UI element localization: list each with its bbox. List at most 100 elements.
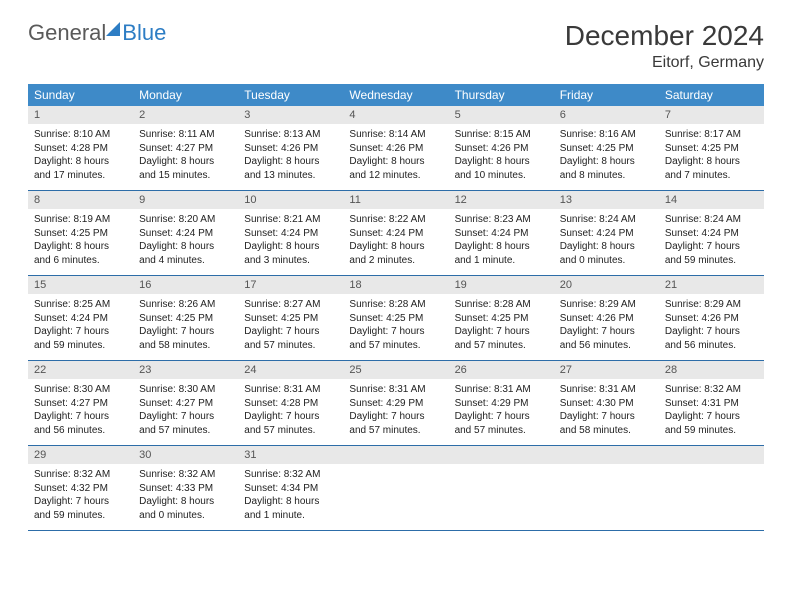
- sunrise-line: Sunrise: 8:10 AM: [34, 128, 127, 142]
- sunset-line: Sunset: 4:31 PM: [665, 397, 758, 411]
- day-content: Sunrise: 8:28 AMSunset: 4:25 PMDaylight:…: [449, 294, 554, 360]
- sunrise-line: Sunrise: 8:25 AM: [34, 298, 127, 312]
- day-cell: 22Sunrise: 8:30 AMSunset: 4:27 PMDayligh…: [28, 361, 133, 445]
- day-content: Sunrise: 8:26 AMSunset: 4:25 PMDaylight:…: [133, 294, 238, 360]
- sunrise-line: Sunrise: 8:16 AM: [560, 128, 653, 142]
- day-content: Sunrise: 8:14 AMSunset: 4:26 PMDaylight:…: [343, 124, 448, 190]
- sunset-line: Sunset: 4:27 PM: [34, 397, 127, 411]
- day-content: Sunrise: 8:24 AMSunset: 4:24 PMDaylight:…: [659, 209, 764, 275]
- day-number: 20: [554, 276, 659, 294]
- sunset-line: Sunset: 4:26 PM: [244, 142, 337, 156]
- sunset-line: Sunset: 4:29 PM: [455, 397, 548, 411]
- calendar: SundayMondayTuesdayWednesdayThursdayFrid…: [28, 84, 764, 531]
- day-cell: 30Sunrise: 8:32 AMSunset: 4:33 PMDayligh…: [133, 446, 238, 530]
- sunrise-line: Sunrise: 8:22 AM: [349, 213, 442, 227]
- day-cell: 8Sunrise: 8:19 AMSunset: 4:25 PMDaylight…: [28, 191, 133, 275]
- day-content: Sunrise: 8:29 AMSunset: 4:26 PMDaylight:…: [554, 294, 659, 360]
- daylight-line: Daylight: 7 hours and 58 minutes.: [560, 410, 653, 437]
- sunset-line: Sunset: 4:25 PM: [139, 312, 232, 326]
- logo-triangle-icon: [106, 22, 120, 36]
- sunset-line: Sunset: 4:24 PM: [244, 227, 337, 241]
- day-content: Sunrise: 8:31 AMSunset: 4:30 PMDaylight:…: [554, 379, 659, 445]
- daylight-line: Daylight: 7 hours and 56 minutes.: [34, 410, 127, 437]
- sunrise-line: Sunrise: 8:30 AM: [34, 383, 127, 397]
- day-content: Sunrise: 8:32 AMSunset: 4:33 PMDaylight:…: [133, 464, 238, 530]
- sunset-line: Sunset: 4:25 PM: [455, 312, 548, 326]
- daylight-line: Daylight: 8 hours and 13 minutes.: [244, 155, 337, 182]
- sunrise-line: Sunrise: 8:20 AM: [139, 213, 232, 227]
- day-content: Sunrise: 8:32 AMSunset: 4:31 PMDaylight:…: [659, 379, 764, 445]
- day-content: Sunrise: 8:31 AMSunset: 4:28 PMDaylight:…: [238, 379, 343, 445]
- daylight-line: Daylight: 8 hours and 10 minutes.: [455, 155, 548, 182]
- day-number: 6: [554, 106, 659, 124]
- daylight-line: Daylight: 7 hours and 57 minutes.: [349, 325, 442, 352]
- day-number: 13: [554, 191, 659, 209]
- day-number: 29: [28, 446, 133, 464]
- day-content: Sunrise: 8:13 AMSunset: 4:26 PMDaylight:…: [238, 124, 343, 190]
- weekday-header-row: SundayMondayTuesdayWednesdayThursdayFrid…: [28, 84, 764, 106]
- day-number: .: [449, 446, 554, 464]
- day-cell: 11Sunrise: 8:22 AMSunset: 4:24 PMDayligh…: [343, 191, 448, 275]
- day-content: Sunrise: 8:10 AMSunset: 4:28 PMDaylight:…: [28, 124, 133, 190]
- day-content: Sunrise: 8:20 AMSunset: 4:24 PMDaylight:…: [133, 209, 238, 275]
- day-cell: 25Sunrise: 8:31 AMSunset: 4:29 PMDayligh…: [343, 361, 448, 445]
- day-content: Sunrise: 8:17 AMSunset: 4:25 PMDaylight:…: [659, 124, 764, 190]
- week-row: 22Sunrise: 8:30 AMSunset: 4:27 PMDayligh…: [28, 361, 764, 446]
- day-content: Sunrise: 8:25 AMSunset: 4:24 PMDaylight:…: [28, 294, 133, 360]
- day-cell: 31Sunrise: 8:32 AMSunset: 4:34 PMDayligh…: [238, 446, 343, 530]
- day-cell: 1Sunrise: 8:10 AMSunset: 4:28 PMDaylight…: [28, 106, 133, 190]
- day-number: 14: [659, 191, 764, 209]
- sunrise-line: Sunrise: 8:30 AM: [139, 383, 232, 397]
- daylight-line: Daylight: 7 hours and 59 minutes.: [665, 240, 758, 267]
- sunrise-line: Sunrise: 8:31 AM: [349, 383, 442, 397]
- day-cell: 12Sunrise: 8:23 AMSunset: 4:24 PMDayligh…: [449, 191, 554, 275]
- day-number: 11: [343, 191, 448, 209]
- sunset-line: Sunset: 4:26 PM: [665, 312, 758, 326]
- title-block: December 2024 Eitorf, Germany: [565, 20, 764, 72]
- day-number: 31: [238, 446, 343, 464]
- day-cell: 27Sunrise: 8:31 AMSunset: 4:30 PMDayligh…: [554, 361, 659, 445]
- day-cell: 29Sunrise: 8:32 AMSunset: 4:32 PMDayligh…: [28, 446, 133, 530]
- day-number: 12: [449, 191, 554, 209]
- logo: General Blue: [28, 20, 166, 46]
- weekday-header: Saturday: [659, 84, 764, 106]
- day-number: 24: [238, 361, 343, 379]
- header: General Blue December 2024 Eitorf, Germa…: [28, 20, 764, 72]
- day-content: Sunrise: 8:16 AMSunset: 4:25 PMDaylight:…: [554, 124, 659, 190]
- sunrise-line: Sunrise: 8:29 AM: [665, 298, 758, 312]
- daylight-line: Daylight: 8 hours and 1 minute.: [244, 495, 337, 522]
- day-cell: 23Sunrise: 8:30 AMSunset: 4:27 PMDayligh…: [133, 361, 238, 445]
- day-number: 25: [343, 361, 448, 379]
- sunrise-line: Sunrise: 8:15 AM: [455, 128, 548, 142]
- weekday-header: Tuesday: [238, 84, 343, 106]
- daylight-line: Daylight: 7 hours and 57 minutes.: [244, 325, 337, 352]
- sunset-line: Sunset: 4:28 PM: [34, 142, 127, 156]
- daylight-line: Daylight: 7 hours and 59 minutes.: [34, 325, 127, 352]
- sunset-line: Sunset: 4:24 PM: [560, 227, 653, 241]
- day-number: 15: [28, 276, 133, 294]
- sunrise-line: Sunrise: 8:13 AM: [244, 128, 337, 142]
- day-cell: 5Sunrise: 8:15 AMSunset: 4:26 PMDaylight…: [449, 106, 554, 190]
- week-row: 29Sunrise: 8:32 AMSunset: 4:32 PMDayligh…: [28, 446, 764, 531]
- daylight-line: Daylight: 8 hours and 0 minutes.: [139, 495, 232, 522]
- daylight-line: Daylight: 7 hours and 57 minutes.: [455, 325, 548, 352]
- day-number: 10: [238, 191, 343, 209]
- weeks-container: 1Sunrise: 8:10 AMSunset: 4:28 PMDaylight…: [28, 106, 764, 531]
- day-cell: 3Sunrise: 8:13 AMSunset: 4:26 PMDaylight…: [238, 106, 343, 190]
- day-cell: 18Sunrise: 8:28 AMSunset: 4:25 PMDayligh…: [343, 276, 448, 360]
- day-cell: 26Sunrise: 8:31 AMSunset: 4:29 PMDayligh…: [449, 361, 554, 445]
- sunset-line: Sunset: 4:25 PM: [34, 227, 127, 241]
- sunrise-line: Sunrise: 8:29 AM: [560, 298, 653, 312]
- day-number: 3: [238, 106, 343, 124]
- sunset-line: Sunset: 4:34 PM: [244, 482, 337, 496]
- day-number: 16: [133, 276, 238, 294]
- day-number: 1: [28, 106, 133, 124]
- day-cell: 21Sunrise: 8:29 AMSunset: 4:26 PMDayligh…: [659, 276, 764, 360]
- week-row: 8Sunrise: 8:19 AMSunset: 4:25 PMDaylight…: [28, 191, 764, 276]
- sunrise-line: Sunrise: 8:26 AM: [139, 298, 232, 312]
- day-number: 2: [133, 106, 238, 124]
- sunset-line: Sunset: 4:25 PM: [244, 312, 337, 326]
- daylight-line: Daylight: 8 hours and 15 minutes.: [139, 155, 232, 182]
- sunrise-line: Sunrise: 8:11 AM: [139, 128, 232, 142]
- day-cell: 7Sunrise: 8:17 AMSunset: 4:25 PMDaylight…: [659, 106, 764, 190]
